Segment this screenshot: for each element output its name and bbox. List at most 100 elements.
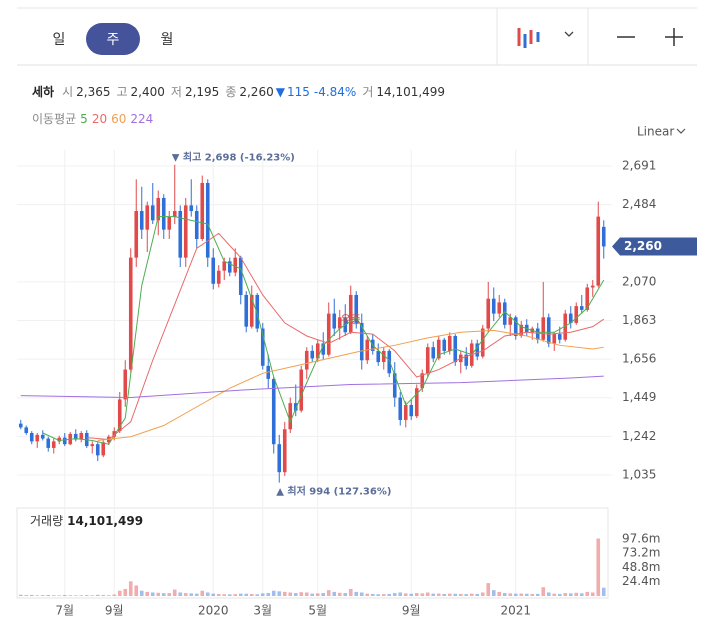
candle-body [596, 216, 601, 286]
candle-body [552, 334, 557, 344]
event-marker: 유증 [341, 313, 361, 326]
quote-line: 세하 시 2,365 고 2,400 저 2,195 종 2,260 ▼ 115 -4.84% 거 14,… [32, 84, 445, 99]
volume-bar [359, 592, 364, 596]
candle-body [436, 339, 441, 359]
candle-body [73, 433, 78, 440]
x-tick-label: 9월 [402, 604, 421, 618]
candle-body [392, 373, 397, 398]
volume-bar [277, 591, 282, 596]
volume-bar [447, 593, 452, 596]
volume-bar [304, 592, 309, 596]
candle-body [271, 378, 276, 445]
stock-name: 세하 [32, 84, 54, 99]
volume-bar [255, 594, 260, 596]
candle-body [216, 270, 221, 284]
volume-bar [167, 593, 172, 596]
candle-body [376, 350, 381, 363]
volume-bar [106, 595, 111, 596]
scale-mode[interactable]: Linear [637, 125, 674, 139]
candle-body [431, 347, 436, 359]
volume-bar [541, 587, 546, 596]
candle-body [277, 444, 282, 473]
candle-body [293, 403, 298, 411]
tab-selected-bg[interactable] [86, 23, 140, 55]
candle-body [95, 444, 100, 456]
moving-average [86, 232, 605, 441]
volume-bar [491, 590, 496, 596]
volume-bar [442, 593, 447, 596]
zoom-in[interactable] [665, 28, 683, 46]
candle-body [491, 298, 496, 314]
candle-body [156, 197, 161, 221]
candle-body [101, 442, 106, 456]
volume-bar [29, 594, 34, 596]
volume-bar [139, 590, 144, 596]
volume-bar [271, 590, 276, 596]
volume-bar [79, 595, 84, 596]
volume-bar [524, 593, 529, 596]
candle-body [387, 350, 392, 374]
volume-bar [321, 593, 326, 596]
volume-bar [40, 595, 45, 596]
chart-type-icon[interactable] [517, 28, 540, 48]
candle-body [194, 211, 199, 239]
y-tick-label: 1,035 [622, 467, 656, 481]
candle-body [425, 347, 430, 374]
tab-week[interactable]: 주 [107, 32, 120, 48]
volume-bar [238, 593, 243, 596]
volume-bar [299, 592, 304, 596]
scale-chevron[interactable] [676, 128, 686, 134]
value: 2,195 [185, 85, 219, 99]
volume-bar [392, 593, 397, 596]
volume-bar [354, 591, 359, 596]
volume-bar [365, 593, 370, 596]
candle-body [299, 369, 304, 411]
candle-body [222, 261, 227, 271]
candle-body [57, 437, 62, 442]
vol-tick-label: 24.4m [622, 574, 660, 588]
value: 2,260 [239, 85, 273, 99]
candle-body [420, 373, 425, 389]
candle-body [18, 423, 23, 428]
volume-bar [326, 590, 331, 596]
y-tick-label: 2,691 [622, 159, 656, 173]
tab-month[interactable]: 월 [161, 32, 174, 48]
candle-body [508, 317, 513, 325]
volume-bar [337, 592, 342, 596]
candle-body [513, 317, 518, 336]
candle-body [475, 343, 480, 357]
candle-body [128, 257, 133, 370]
volume-bar [266, 593, 271, 596]
candle-body [260, 328, 265, 366]
high-note: ▼ 최고 2,698 (-16.23%) [172, 151, 295, 164]
volume-bar [414, 593, 419, 596]
y-tick-label: 1,656 [622, 352, 656, 366]
volume-bar [117, 590, 122, 596]
candle-body [205, 183, 210, 258]
x-tick-label: 3월 [253, 604, 272, 618]
last-price-label: 2,260 [624, 239, 662, 253]
candle-body [189, 205, 194, 212]
candle-body [238, 257, 243, 295]
vol-tick-label: 73.2m [622, 546, 660, 560]
candle-body [40, 434, 45, 439]
candle-body [546, 317, 551, 344]
volume-bar [112, 594, 117, 596]
candle-body [139, 211, 144, 230]
volume-current: 14,101,499 [67, 514, 143, 528]
ma-title: 이동평균 [32, 112, 76, 126]
moving-average [20, 375, 604, 399]
tab-day[interactable]: 일 [53, 32, 66, 48]
candle-body [321, 343, 326, 355]
volume-bar [563, 593, 568, 596]
volume-bar [513, 593, 518, 596]
dropdown-chevron[interactable] [564, 31, 574, 37]
volume-bar [62, 595, 67, 596]
volume-bar [288, 592, 293, 596]
volume-bar [596, 538, 601, 596]
volume-bar [18, 594, 23, 596]
candle-body [557, 334, 562, 340]
candle-body [354, 294, 359, 323]
volume-bar [260, 593, 265, 596]
change: 115 [287, 85, 310, 99]
